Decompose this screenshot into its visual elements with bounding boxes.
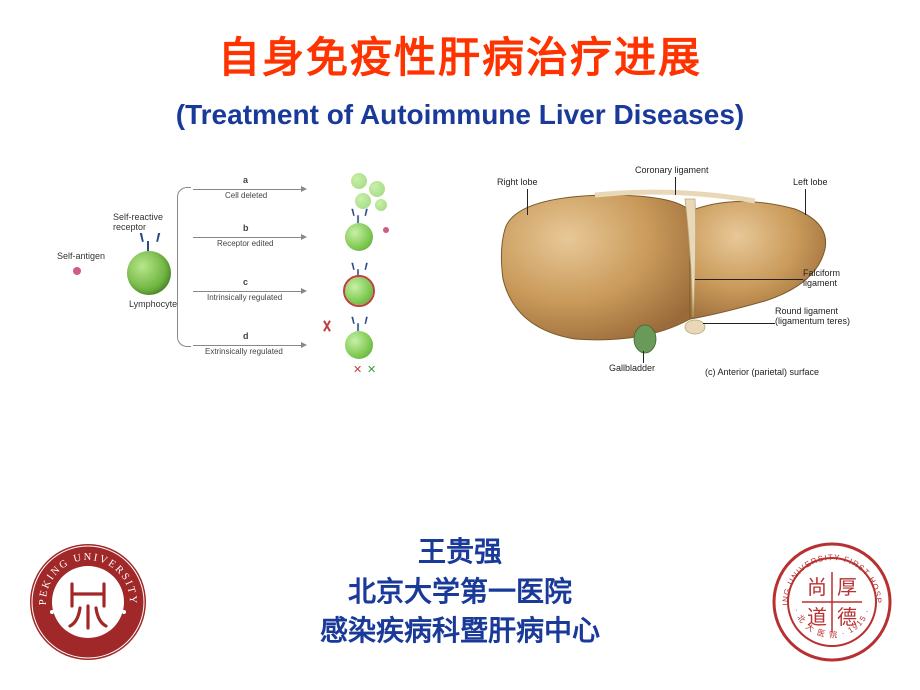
path-c-letter: c	[243, 277, 248, 287]
label-falciform: Falciformligament	[803, 269, 840, 289]
svg-text:厚: 厚	[837, 577, 857, 599]
label-round-lig: Round ligament(ligamentum teres)	[775, 307, 850, 327]
lymphocyte-cell-icon	[127, 251, 171, 295]
path-b-label: Receptor edited	[217, 239, 273, 248]
path-a-letter: a	[243, 175, 248, 185]
path-d-label: Extrinsically regulated	[205, 347, 283, 356]
path-c-label: Intrinsically regulated	[207, 293, 282, 302]
svg-text:PEKING UNIVERSITY FIRST HOSPIT: PEKING UNIVERSITY FIRST HOSPITAL	[772, 542, 883, 605]
label-lymphocyte: Lymphocyte	[129, 299, 177, 309]
label-coronary: Coronary ligament	[635, 165, 709, 175]
path-b-letter: b	[243, 223, 249, 233]
diagram-row: Self-antigen Self-reactivereceptor Lymph…	[0, 159, 920, 379]
label-gallbladder: Gallbladder	[609, 363, 655, 373]
path-d-letter: d	[243, 331, 249, 341]
label-right-lobe: Right lobe	[497, 177, 538, 187]
path-a-label: Cell deleted	[225, 191, 267, 200]
pku-first-hospital-seal-icon: PEKING UNIVERSITY FIRST HOSPITAL · 北 大 医…	[772, 542, 892, 662]
liver-diagram: Right lobe Coronary ligament Left lobe F…	[475, 159, 865, 379]
liver-icon	[495, 189, 835, 354]
cell-d-icon	[345, 331, 373, 359]
receptor-icon	[141, 233, 155, 251]
liver-caption: (c) Anterior (parietal) surface	[705, 367, 819, 377]
cell-b-icon	[345, 223, 373, 251]
slide-title-main: 自身免疫性肝病治疗进展	[0, 0, 920, 85]
label-receptor: Self-reactivereceptor	[113, 213, 163, 233]
svg-text:道: 道	[807, 606, 827, 629]
immune-diagram: Self-antigen Self-reactivereceptor Lymph…	[55, 159, 445, 379]
label-left-lobe: Left lobe	[793, 177, 828, 187]
slide-title-sub: (Treatment of Autoimmune Liver Diseases)	[0, 99, 920, 131]
svg-text:尚: 尚	[807, 576, 827, 599]
svg-text:德: 德	[837, 606, 857, 629]
peking-university-seal-icon: PEKING UNIVERSITY 1 8 9 8	[28, 542, 148, 662]
label-self-antigen: Self-antigen	[57, 251, 105, 261]
